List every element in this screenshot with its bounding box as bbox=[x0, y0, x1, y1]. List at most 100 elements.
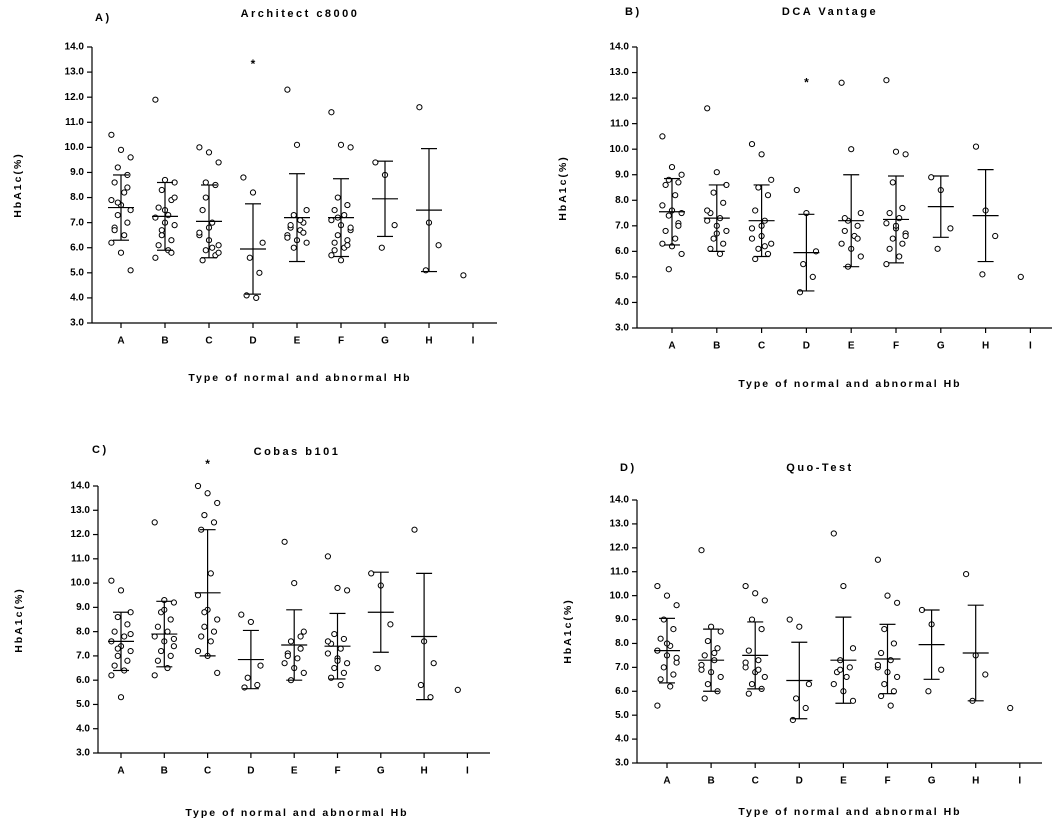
x-tick-label: A bbox=[668, 341, 675, 352]
panel-label: D) bbox=[620, 462, 637, 474]
y-tick-label: 10.0 bbox=[610, 590, 630, 601]
data-point bbox=[108, 672, 115, 679]
data-point bbox=[170, 635, 177, 643]
data-point bbox=[114, 613, 121, 621]
y-tick-label: 3.0 bbox=[615, 758, 629, 769]
data-point bbox=[214, 499, 221, 507]
y-tick-label: 7.0 bbox=[70, 217, 84, 228]
data-point bbox=[297, 633, 304, 640]
data-point bbox=[331, 664, 338, 672]
data-point bbox=[158, 647, 165, 655]
data-point bbox=[168, 237, 175, 244]
data-point bbox=[215, 242, 222, 249]
data-point bbox=[167, 616, 174, 623]
data-point bbox=[789, 716, 797, 724]
data-point bbox=[158, 232, 165, 239]
y-tick-label: 14.0 bbox=[610, 495, 630, 506]
y-tick-label: 4.0 bbox=[70, 293, 84, 304]
data-point bbox=[111, 662, 118, 669]
data-point bbox=[290, 212, 297, 219]
x-tick-label: D bbox=[803, 341, 810, 352]
x-tick-label: B bbox=[707, 776, 714, 787]
data-point bbox=[124, 184, 131, 191]
data-point bbox=[121, 232, 128, 239]
data-point bbox=[723, 227, 730, 235]
data-point bbox=[758, 151, 765, 158]
data-point bbox=[707, 245, 714, 252]
data-point bbox=[284, 652, 291, 660]
data-point bbox=[284, 86, 291, 93]
data-point bbox=[704, 207, 711, 214]
data-point bbox=[454, 686, 461, 693]
data-point bbox=[841, 215, 848, 222]
data-point bbox=[387, 621, 394, 628]
data-point bbox=[830, 530, 837, 537]
data-point bbox=[881, 681, 888, 688]
data-point bbox=[341, 212, 348, 219]
data-point bbox=[127, 154, 134, 161]
data-point bbox=[435, 242, 442, 249]
y-tick-label: 3.0 bbox=[615, 323, 629, 334]
data-point bbox=[328, 217, 335, 224]
x-tick-label: B bbox=[161, 336, 168, 347]
data-point bbox=[665, 212, 672, 219]
data-point bbox=[884, 592, 891, 599]
data-point bbox=[972, 143, 980, 150]
y-tick-label: 5.0 bbox=[615, 710, 629, 721]
data-point bbox=[857, 253, 864, 260]
data-point bbox=[117, 146, 125, 153]
data-point bbox=[196, 229, 203, 236]
data-point bbox=[796, 623, 803, 630]
panel-label: C) bbox=[92, 444, 109, 456]
data-point bbox=[347, 224, 354, 231]
data-point bbox=[215, 249, 222, 256]
data-point bbox=[761, 597, 768, 604]
x-tick-label: A bbox=[117, 766, 124, 777]
data-point bbox=[899, 204, 906, 212]
data-point bbox=[704, 217, 711, 224]
data-point bbox=[117, 249, 125, 256]
data-point bbox=[246, 254, 253, 261]
x-tick-label: H bbox=[982, 341, 989, 352]
x-tick-label: C bbox=[204, 766, 211, 777]
data-point bbox=[670, 671, 677, 678]
data-point bbox=[253, 294, 260, 302]
data-point bbox=[340, 669, 347, 677]
data-point bbox=[331, 247, 338, 254]
y-tick-label: 6.0 bbox=[615, 686, 629, 697]
data-point bbox=[158, 186, 165, 194]
data-point bbox=[124, 219, 131, 226]
x-axis-label: Type of normal and abnormal Hb bbox=[738, 806, 961, 818]
data-point bbox=[337, 141, 345, 148]
data-point bbox=[214, 616, 221, 623]
panel-label: A) bbox=[95, 12, 112, 24]
x-tick-label: C bbox=[752, 776, 759, 787]
data-point bbox=[127, 630, 134, 638]
data-point bbox=[886, 245, 893, 252]
y-tick-label: 6.0 bbox=[615, 246, 629, 257]
data-point bbox=[892, 148, 900, 155]
data-point bbox=[170, 643, 177, 650]
data-point bbox=[874, 661, 882, 669]
data-point bbox=[201, 623, 208, 630]
data-point bbox=[675, 222, 682, 229]
data-point bbox=[240, 174, 247, 181]
data-point bbox=[290, 244, 297, 251]
data-point bbox=[117, 587, 125, 594]
data-point bbox=[152, 254, 159, 261]
data-point bbox=[752, 590, 759, 597]
y-tick-label: 4.0 bbox=[76, 723, 90, 734]
data-point bbox=[155, 242, 162, 249]
data-point bbox=[854, 235, 861, 242]
data-point bbox=[742, 659, 749, 666]
y-tick-label: 8.0 bbox=[615, 195, 629, 206]
data-point bbox=[752, 255, 759, 263]
data-point bbox=[654, 582, 661, 590]
data-point bbox=[196, 144, 203, 151]
y-tick-label: 8.0 bbox=[615, 638, 629, 649]
data-point bbox=[344, 660, 351, 667]
y-tick-label: 11.0 bbox=[71, 553, 90, 564]
data-point bbox=[171, 194, 178, 201]
data-point bbox=[837, 666, 844, 673]
